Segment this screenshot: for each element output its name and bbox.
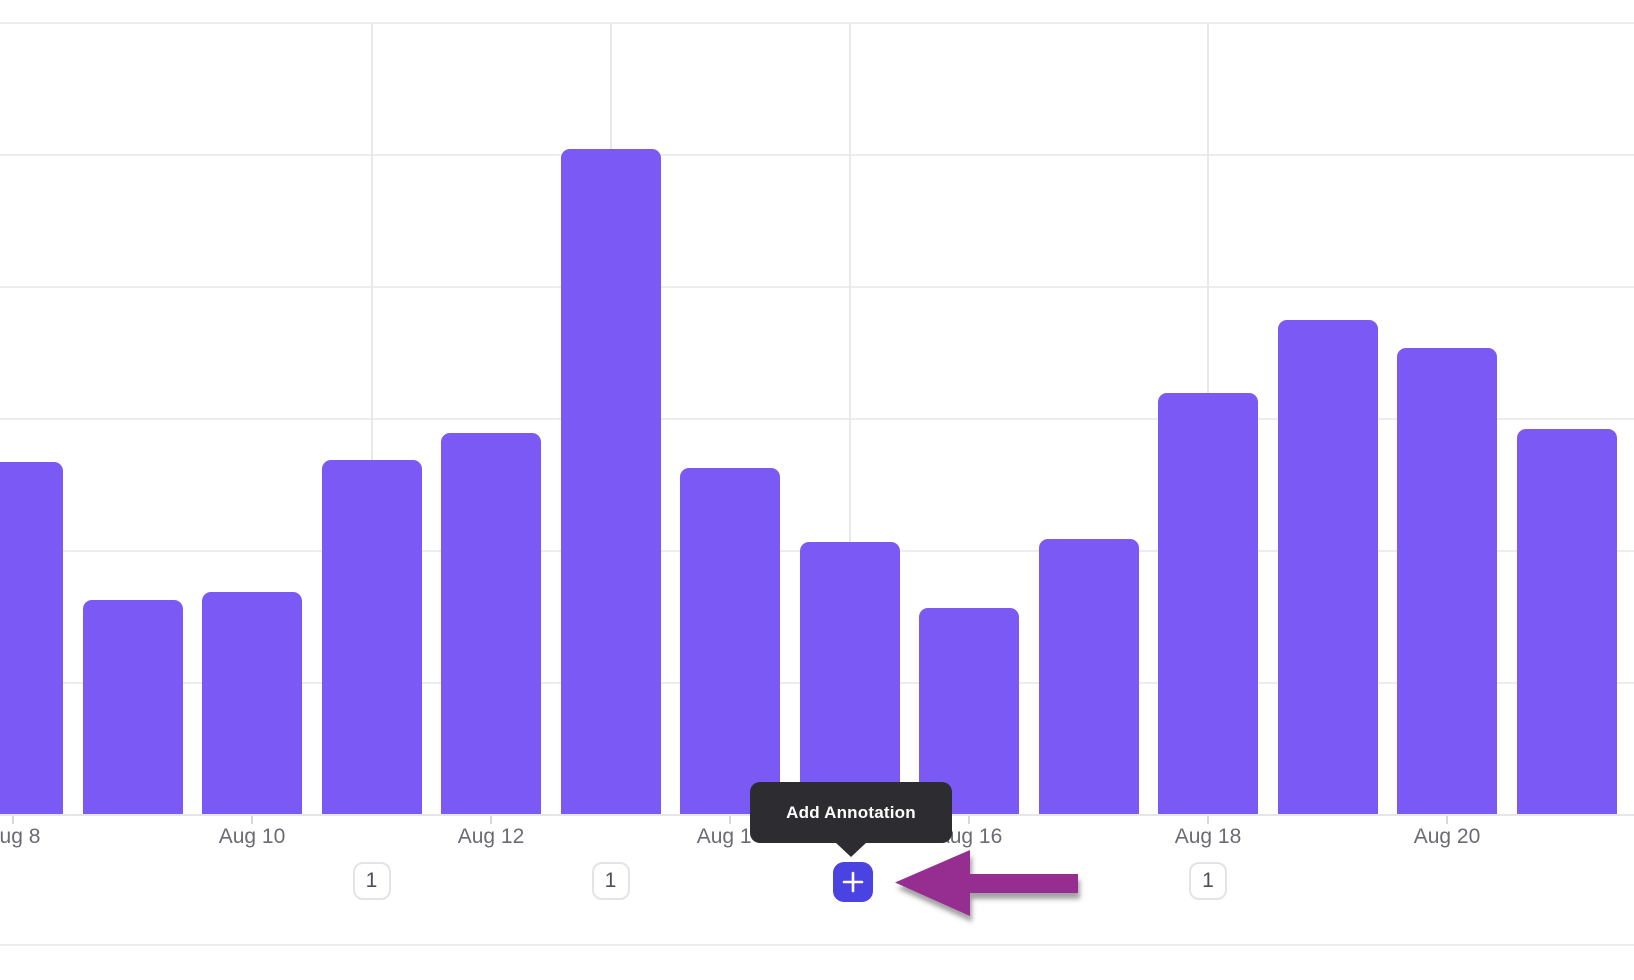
tooltip-label: Add Annotation: [786, 802, 916, 822]
axis-tick: [729, 815, 731, 824]
gridline-horizontal: [0, 286, 1634, 288]
bar-aug-16[interactable]: [919, 607, 1019, 815]
bar-aug-21[interactable]: [1516, 428, 1617, 815]
bar-aug-17[interactable]: [1038, 539, 1139, 815]
bar-aug-11[interactable]: [321, 459, 422, 815]
bar-aug-8[interactable]: [0, 461, 63, 815]
bottom-divider: [0, 944, 1634, 946]
axis-tick: [1207, 815, 1209, 824]
annotation-count-badge[interactable]: 1: [352, 862, 391, 900]
bar-aug-9[interactable]: [82, 599, 183, 815]
plus-icon: [842, 871, 864, 893]
x-axis-label: Aug 20: [1413, 825, 1481, 848]
add-annotation-button[interactable]: [833, 862, 873, 902]
axis-tick: [12, 815, 14, 824]
annotation-count-badge[interactable]: 1: [1189, 862, 1227, 900]
gridline-horizontal: [0, 418, 1634, 420]
bar-aug-14[interactable]: [680, 467, 780, 815]
x-axis-label: Aug 10: [218, 825, 286, 848]
bar-aug-15[interactable]: [799, 541, 900, 815]
x-axis-label: Aug 8: [0, 825, 41, 848]
x-axis-label: Aug 18: [1174, 825, 1242, 848]
annotation-date-line: [1207, 23, 1209, 394]
bar-aug-10[interactable]: [202, 591, 302, 815]
add-annotation-tooltip: Add Annotation: [750, 782, 952, 857]
gridline-horizontal: [0, 154, 1634, 156]
axis-tick: [490, 815, 492, 824]
x-axis-label: Aug 12: [457, 825, 525, 848]
axis-tick: [251, 815, 253, 824]
annotation-count-badge[interactable]: 1: [591, 862, 630, 900]
tooltip-caret: [835, 842, 867, 857]
x-axis-label: Aug 14: [696, 825, 764, 848]
bar-aug-20[interactable]: [1397, 347, 1497, 815]
axis-tick: [968, 815, 970, 824]
annotation-date-line: [609, 23, 612, 150]
bar-aug-19[interactable]: [1277, 320, 1378, 815]
gridline-horizontal: [0, 22, 1634, 24]
bar-aug-12[interactable]: [441, 432, 541, 815]
annotation-date-line: [848, 23, 851, 542]
x-axis-label: Aug 16: [935, 825, 1003, 848]
bar-aug-18[interactable]: [1158, 393, 1258, 815]
bar-aug-13[interactable]: [560, 149, 661, 815]
annotation-date-line: [370, 23, 373, 460]
axis-tick: [1446, 815, 1448, 824]
